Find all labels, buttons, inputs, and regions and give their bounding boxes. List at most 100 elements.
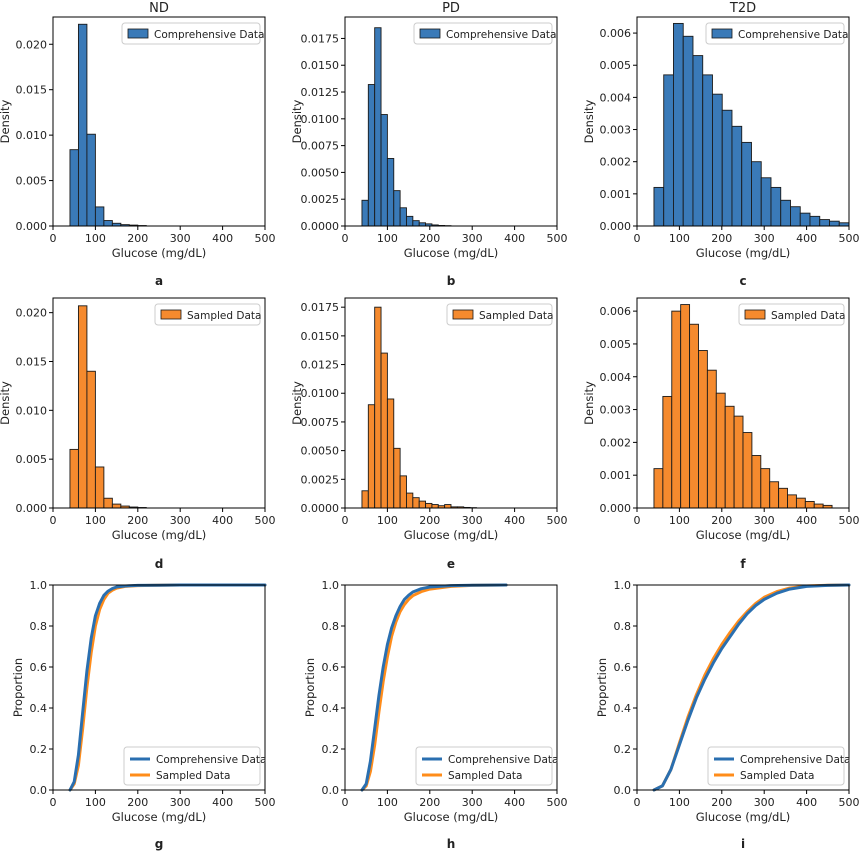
y-tick-label: 0.005: [600, 59, 632, 72]
legend-box: [154, 303, 261, 326]
y-tick-label: 0.006: [600, 305, 632, 318]
x-tick-label: 100: [669, 514, 690, 527]
legend-box: [415, 746, 553, 786]
plot-frame: [52, 16, 266, 227]
x-tick-label: 500: [839, 796, 860, 809]
histogram-bar: [653, 468, 664, 509]
y-tick-label: 0.8: [614, 620, 632, 633]
plot-frame: [344, 297, 558, 509]
x-tick-label: 0: [634, 796, 641, 809]
y-tick-label: 0.0050: [301, 166, 340, 179]
x-tick-label: 500: [255, 796, 276, 809]
y-tick-label: 0.002: [600, 436, 632, 449]
y-tick-label: 0.002: [600, 156, 632, 169]
histogram-bar: [367, 84, 376, 227]
histogram-bar: [69, 149, 79, 227]
legend-box: [413, 22, 553, 45]
histogram-bar: [361, 199, 369, 227]
y-tick-label: 0.0100: [301, 387, 340, 400]
histogram-bar: [94, 206, 105, 227]
y-tick-label: 0.6: [322, 661, 340, 674]
histogram-bar: [680, 304, 691, 509]
legend: Comprehensive Data: [121, 22, 264, 45]
histogram-bar: [374, 27, 382, 227]
x-tick-label: 400: [504, 796, 525, 809]
y-tick-label: 0.001: [600, 469, 632, 482]
y-tick-label: 0.0175: [301, 301, 340, 314]
histogram-bar: [698, 350, 708, 509]
legend-label: Sampled Data: [448, 770, 522, 782]
x-tick-label: 200: [127, 232, 148, 245]
x-tick-label: 500: [839, 232, 860, 245]
x-tick-label: 100: [669, 796, 690, 809]
histogram-bar: [412, 220, 420, 227]
x-tick-label: 300: [170, 232, 191, 245]
y-tick-label: 0.0150: [301, 59, 340, 72]
x-tick-label: 100: [377, 514, 398, 527]
panel-label: i: [741, 837, 745, 851]
legend: Sampled Data: [738, 303, 845, 326]
y-tick-label: 0.0025: [301, 473, 340, 486]
histogram-bar: [689, 323, 699, 509]
y-tick-label: 0.0: [614, 784, 632, 797]
y-tick-label: 0.2: [30, 743, 48, 756]
y-tick-label: 0.6: [30, 661, 48, 674]
histogram-bar: [86, 133, 96, 227]
x-tick-label: 400: [212, 232, 233, 245]
y-tick-label: 0.006: [600, 27, 632, 40]
histogram-bar: [444, 504, 452, 509]
y-tick-label: 0.8: [322, 620, 340, 633]
y-tick-label: 0.4: [614, 702, 632, 715]
y-tick-label: 0.010: [16, 129, 48, 142]
legend-label: Comprehensive Data: [740, 754, 850, 766]
panel-label: c: [739, 274, 746, 288]
legend: Comprehensive Data Sampled Data: [123, 746, 266, 786]
y-tick-label: 0.6: [614, 661, 632, 674]
legend-label: Sampled Data: [156, 770, 230, 782]
histogram-bar: [367, 404, 376, 509]
x-tick-label: 100: [85, 796, 106, 809]
x-axis-label: Glucose (mg/dL): [404, 246, 499, 260]
histogram-bar: [780, 199, 791, 227]
histogram-bar: [790, 206, 801, 227]
panel-label: f: [740, 557, 746, 571]
y-tick-label: 0.005: [16, 453, 48, 466]
y-tick-label: 0.0075: [301, 416, 340, 429]
histogram-bar: [742, 432, 753, 509]
histogram-bar: [399, 475, 407, 509]
histogram-bar: [769, 481, 780, 509]
histogram-bar: [721, 109, 733, 227]
x-tick-label: 300: [754, 514, 775, 527]
y-tick-label: 0.0000: [301, 220, 340, 233]
x-tick-label: 100: [85, 232, 106, 245]
y-tick-label: 0.003: [600, 404, 632, 417]
histogram-bar: [770, 186, 782, 227]
y-tick-label: 1.0: [614, 579, 632, 592]
x-tick-label: 400: [796, 514, 817, 527]
histogram-bar: [804, 500, 815, 509]
x-tick-label: 100: [669, 232, 690, 245]
legend-box: [446, 303, 553, 326]
legend-swatch: [127, 28, 149, 39]
histogram-bar: [412, 497, 420, 509]
x-tick-label: 500: [547, 232, 568, 245]
x-tick-label: 200: [127, 514, 148, 527]
y-tick-label: 0.2: [322, 743, 340, 756]
panel-c: T2D 0 100 200 300 400 500 0.000 0.001 0.002 0.003 0…: [582, 1, 860, 288]
histogram-bar: [751, 455, 762, 509]
x-tick-label: 0: [342, 232, 349, 245]
panel-label: a: [155, 274, 163, 288]
legend: Comprehensive Data: [413, 22, 556, 45]
legend-swatch: [744, 309, 766, 320]
histogram-bar: [77, 23, 88, 227]
x-tick-label: 200: [419, 232, 440, 245]
plot-frame: [344, 16, 558, 227]
panel-g: 0 100 200 300 400 500 0.0 0.2 0.4 0.6 0.8 1.0 Glucos…: [11, 579, 276, 851]
histogram-bar: [86, 370, 96, 509]
plot-frame: [636, 297, 850, 509]
panel-i: 0 100 200 300 400 500 0.0 0.2 0.4 0.6 0.8 1.0 Glucos…: [595, 579, 860, 851]
plot-frame: [52, 584, 266, 791]
x-tick-label: 300: [462, 514, 483, 527]
y-tick-label: 0.010: [16, 404, 48, 417]
